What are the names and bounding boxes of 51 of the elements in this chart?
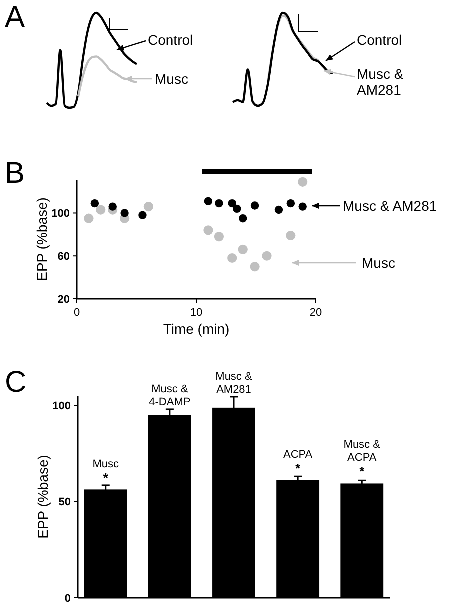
- point: [204, 226, 214, 236]
- y-tick-label: 60: [58, 250, 70, 263]
- y-tick-label: 100: [52, 400, 71, 412]
- point: [120, 209, 129, 218]
- point: [204, 197, 213, 206]
- annotation: *: [360, 464, 366, 479]
- legend-label: Control: [148, 32, 194, 48]
- point: [250, 202, 260, 210]
- x-tick-label: 10: [190, 307, 203, 319]
- point: [228, 199, 236, 208]
- point: [84, 214, 94, 224]
- chart-title: A: [5, 1, 26, 34]
- legend-label: Musc: [362, 255, 396, 271]
- point: [298, 202, 307, 211]
- point: [144, 202, 154, 212]
- point: [90, 199, 100, 208]
- point: [286, 230, 296, 241]
- point: [138, 211, 147, 220]
- legend-label: Musc & AM281: [343, 198, 438, 214]
- x-tick-label: 20: [310, 307, 322, 319]
- y-tick-label: 50: [58, 496, 71, 509]
- point: [286, 199, 296, 208]
- point: [108, 202, 117, 211]
- annotation: *: [103, 470, 110, 486]
- x-tick-label: Musc & 4-DAMP: [149, 383, 191, 408]
- legend-label: Musc: [155, 71, 188, 87]
- annotation: *: [296, 460, 302, 476]
- point: [239, 214, 248, 223]
- point: [215, 199, 224, 208]
- point: [262, 251, 272, 261]
- chart-title: B: [5, 157, 26, 190]
- x-tick-label: Musc & ACPA: [344, 438, 382, 464]
- text: Control: [357, 32, 402, 48]
- y-axis-title: EPP (%base): [34, 198, 50, 282]
- legend-label: Musc & AM281: [357, 66, 404, 98]
- x-tick-label: 0: [74, 307, 80, 319]
- point: [238, 244, 248, 254]
- y-axis-title: EPP (%base): [35, 455, 51, 539]
- x-axis-title: Time (min): [163, 321, 230, 337]
- y-tick-label: 0: [64, 592, 71, 604]
- point: [233, 204, 242, 214]
- y-tick-label: 100: [52, 208, 70, 220]
- y-tick-label: 20: [58, 294, 70, 306]
- point: [214, 232, 224, 242]
- point: [274, 206, 284, 214]
- point: [228, 253, 238, 264]
- point: [96, 205, 106, 215]
- point: [250, 262, 260, 272]
- x-tick-label: ACPA: [283, 448, 314, 461]
- point: [298, 177, 308, 187]
- chart-title: C: [5, 366, 27, 399]
